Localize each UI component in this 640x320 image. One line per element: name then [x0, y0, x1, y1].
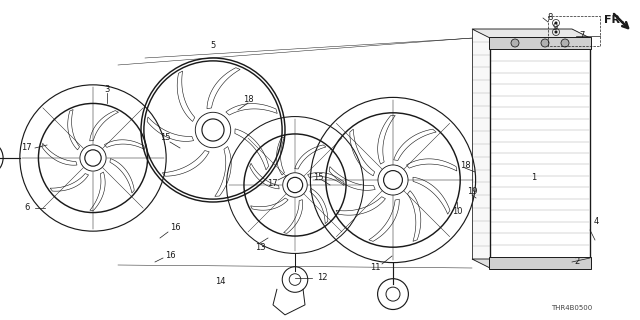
Text: 16: 16: [164, 252, 175, 260]
Text: 1: 1: [531, 173, 536, 182]
Text: FR.: FR.: [604, 15, 624, 25]
Text: THR4B0500: THR4B0500: [552, 305, 593, 311]
Text: 17: 17: [20, 143, 31, 153]
Text: 7: 7: [579, 31, 585, 41]
Text: 12: 12: [317, 274, 327, 283]
Bar: [548, 16, 600, 46]
Text: 19: 19: [467, 188, 477, 196]
Text: 16: 16: [170, 223, 180, 233]
Text: 5: 5: [211, 42, 216, 51]
Text: 10: 10: [452, 207, 462, 217]
Bar: [490, 38, 590, 268]
Text: 3: 3: [104, 85, 109, 94]
Bar: [489, 257, 591, 269]
Circle shape: [541, 39, 549, 47]
Text: 17: 17: [267, 179, 277, 188]
Text: 18: 18: [460, 161, 470, 170]
Text: 9: 9: [552, 23, 557, 33]
Text: 6: 6: [24, 204, 29, 212]
Polygon shape: [472, 29, 590, 38]
Bar: [489, 37, 591, 49]
Circle shape: [511, 39, 519, 47]
Text: 15: 15: [160, 133, 170, 142]
Text: 8: 8: [547, 13, 553, 22]
Circle shape: [554, 21, 557, 25]
Circle shape: [554, 30, 557, 34]
Text: 18: 18: [243, 95, 253, 105]
Text: 15: 15: [313, 173, 323, 182]
Text: 13: 13: [255, 244, 266, 252]
Bar: [472, 29, 572, 259]
Circle shape: [561, 39, 569, 47]
Text: 11: 11: [370, 262, 380, 271]
Text: 4: 4: [593, 218, 598, 227]
Text: 14: 14: [215, 277, 225, 286]
Polygon shape: [472, 259, 590, 268]
Text: 2: 2: [574, 258, 580, 267]
